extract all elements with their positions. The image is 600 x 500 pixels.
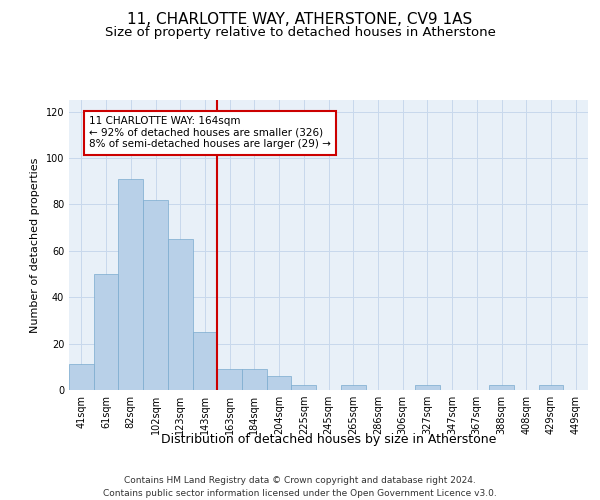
Bar <box>193 332 217 390</box>
Bar <box>292 386 316 390</box>
Bar <box>94 274 118 390</box>
Text: Distribution of detached houses by size in Atherstone: Distribution of detached houses by size … <box>161 432 496 446</box>
Text: 11, CHARLOTTE WAY, ATHERSTONE, CV9 1AS: 11, CHARLOTTE WAY, ATHERSTONE, CV9 1AS <box>127 12 473 28</box>
Bar <box>242 369 267 390</box>
Text: Contains public sector information licensed under the Open Government Licence v3: Contains public sector information licen… <box>103 489 497 498</box>
Bar <box>168 239 193 390</box>
Bar <box>118 179 143 390</box>
Bar <box>217 369 242 390</box>
Text: Size of property relative to detached houses in Atherstone: Size of property relative to detached ho… <box>104 26 496 39</box>
Bar <box>341 386 365 390</box>
Bar <box>69 364 94 390</box>
Bar <box>415 386 440 390</box>
Text: 11 CHARLOTTE WAY: 164sqm
← 92% of detached houses are smaller (326)
8% of semi-d: 11 CHARLOTTE WAY: 164sqm ← 92% of detach… <box>89 116 331 150</box>
Y-axis label: Number of detached properties: Number of detached properties <box>30 158 40 332</box>
Bar <box>539 386 563 390</box>
Bar <box>489 386 514 390</box>
Text: Contains HM Land Registry data © Crown copyright and database right 2024.: Contains HM Land Registry data © Crown c… <box>124 476 476 485</box>
Bar <box>267 376 292 390</box>
Bar <box>143 200 168 390</box>
